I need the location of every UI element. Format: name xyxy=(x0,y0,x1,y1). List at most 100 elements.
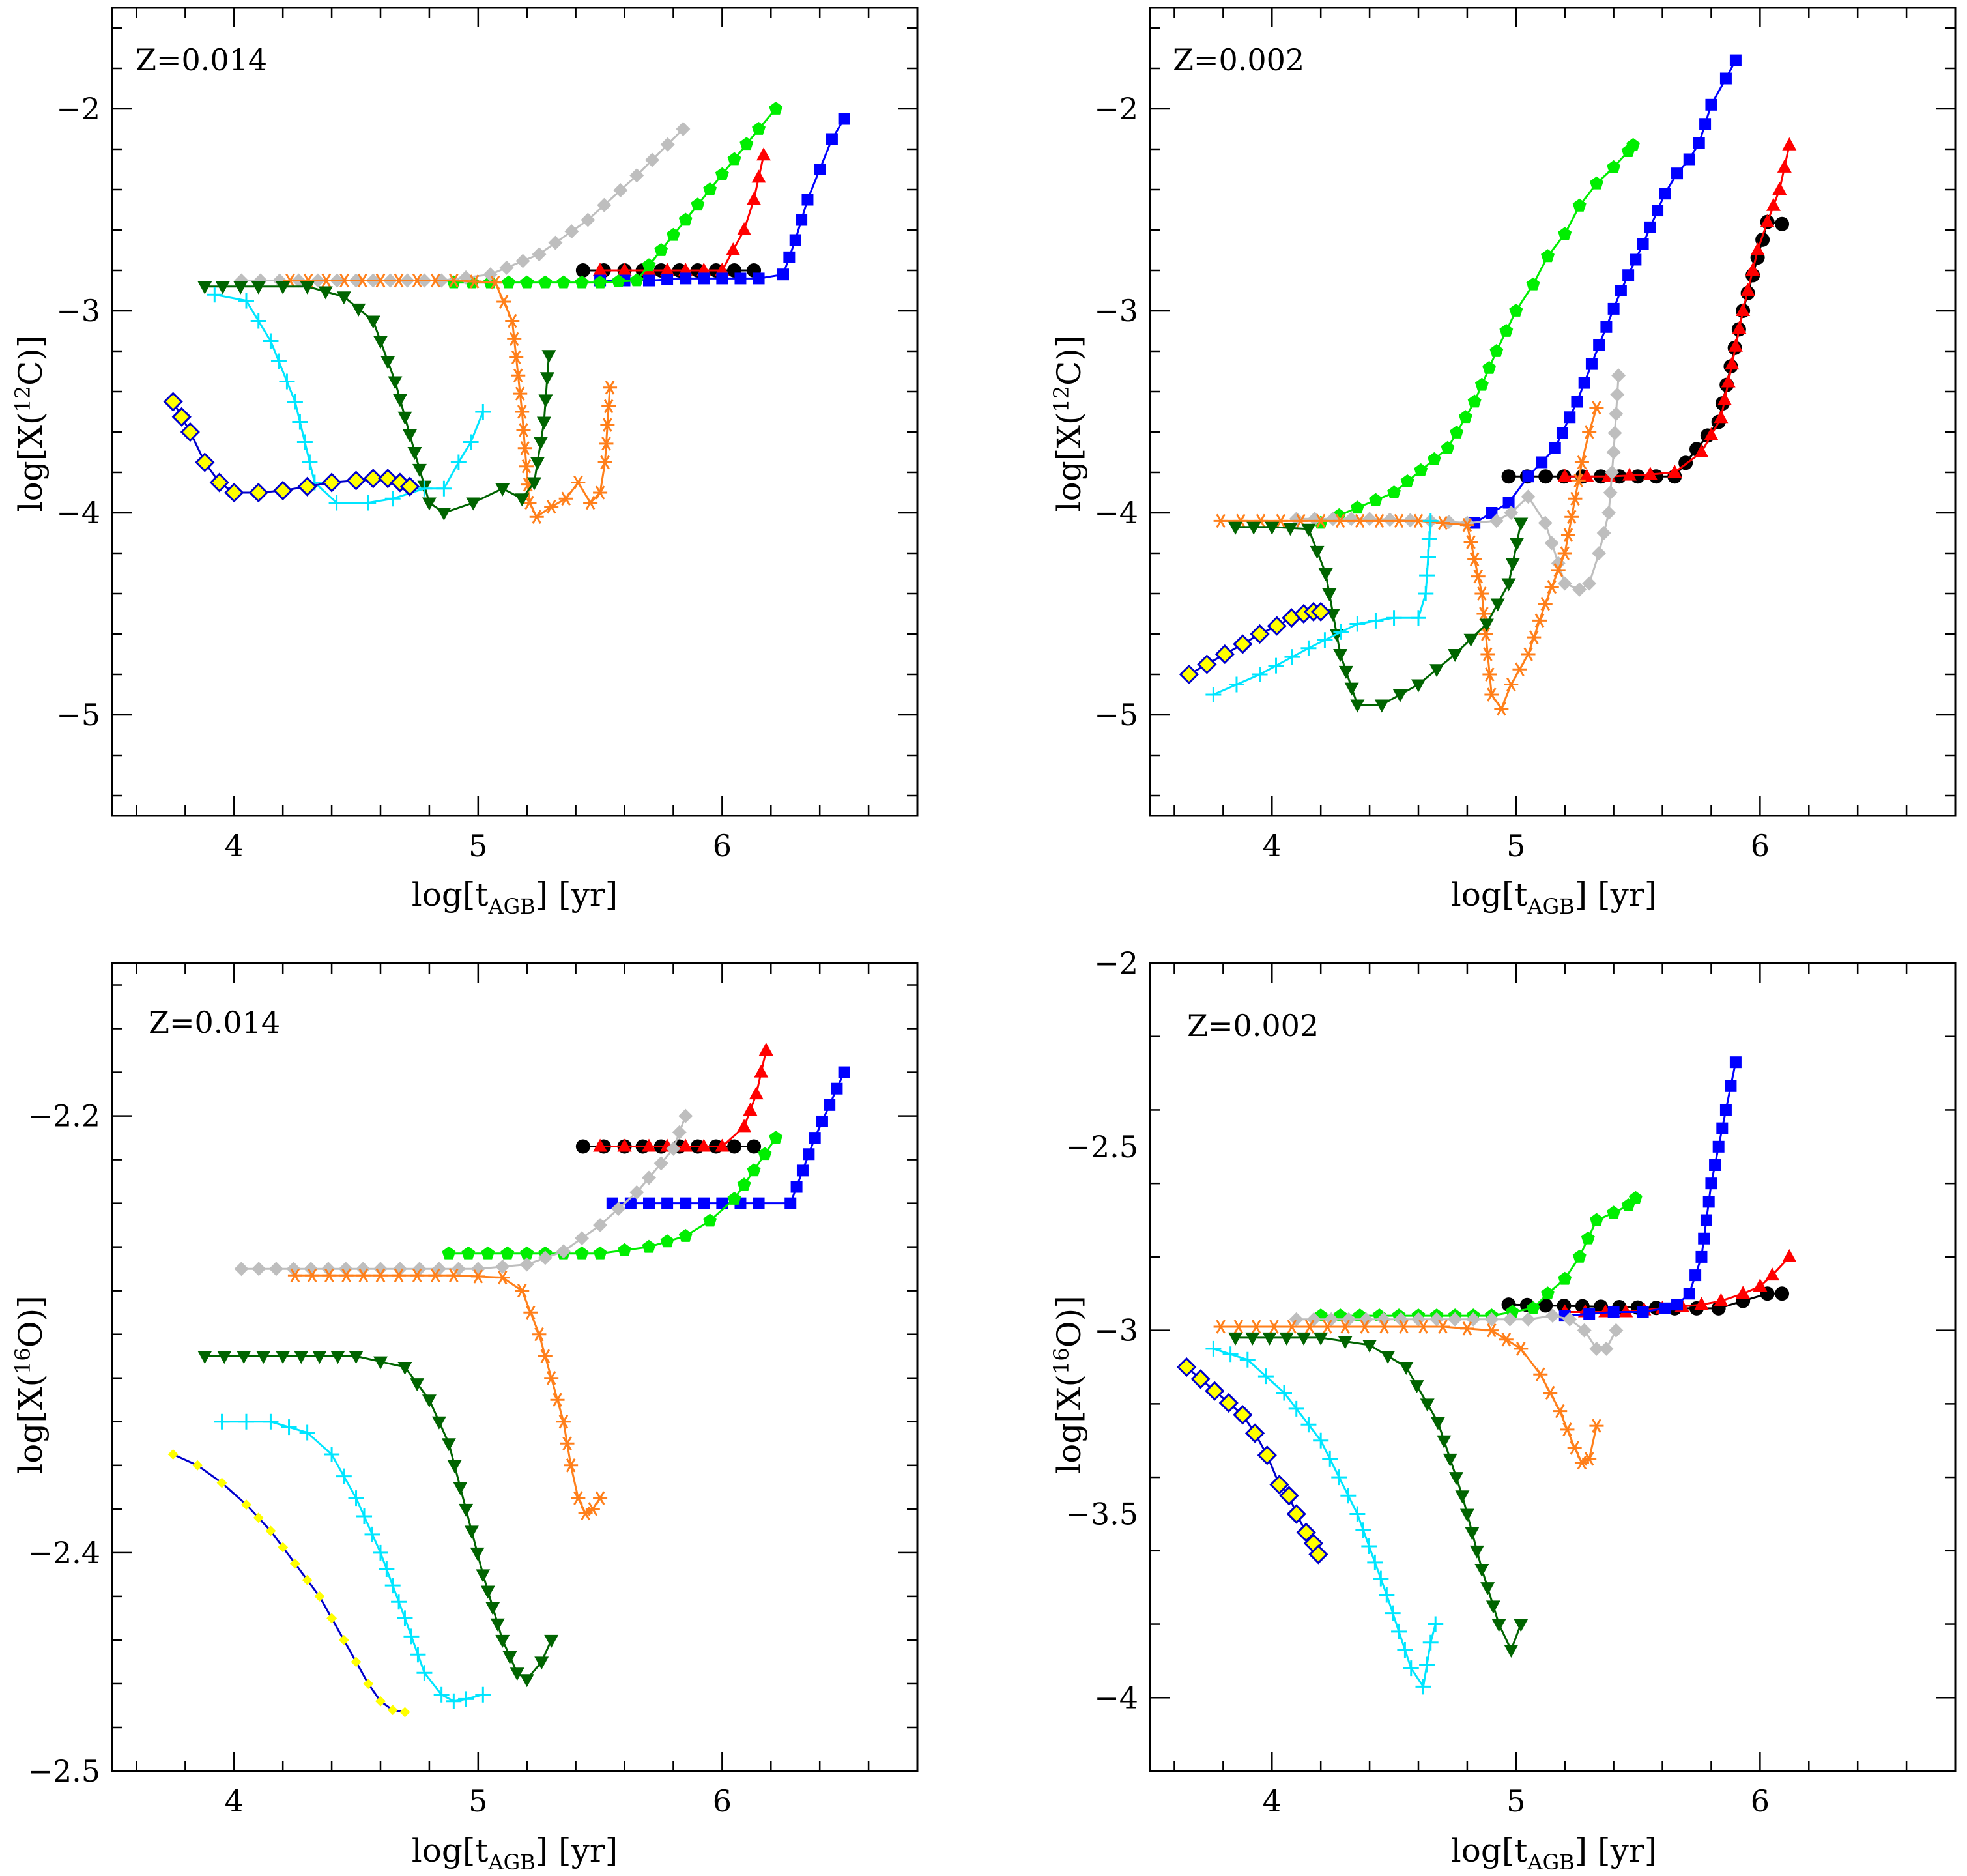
point-cyan xyxy=(403,1628,420,1645)
point-cyan xyxy=(433,1686,450,1703)
point-orange xyxy=(1560,1422,1575,1437)
point-darkgreen xyxy=(312,1351,327,1364)
point-orange xyxy=(1512,662,1527,677)
point-yellow xyxy=(273,480,293,501)
point-blue xyxy=(824,1099,836,1111)
point-cyan xyxy=(450,454,467,470)
point-yellow xyxy=(1179,664,1199,685)
point-yellow xyxy=(216,1477,227,1488)
point-darkgreen xyxy=(1338,665,1353,679)
point-green xyxy=(481,1246,495,1260)
point-green xyxy=(520,275,534,289)
point-yellow xyxy=(278,1542,289,1553)
series-group xyxy=(163,102,850,524)
y-tick-label: −3.5 xyxy=(1065,1496,1138,1531)
point-cyan xyxy=(1367,1554,1383,1570)
point-darkgreen xyxy=(1514,517,1529,531)
series-cyan xyxy=(214,1413,491,1709)
point-darkgreen xyxy=(1411,679,1426,693)
point-yellow xyxy=(326,1613,337,1624)
point-orange xyxy=(505,313,520,328)
point-darkgreen xyxy=(392,394,407,407)
point-cyan xyxy=(279,373,295,390)
point-cyan xyxy=(1411,610,1426,626)
point-orange xyxy=(603,381,618,395)
series-green xyxy=(446,102,783,289)
point-red xyxy=(1622,467,1637,481)
point-green xyxy=(1368,493,1383,506)
point-darkgreen xyxy=(1392,689,1407,702)
point-orange xyxy=(1514,1342,1529,1356)
point-cyan xyxy=(1373,1570,1389,1587)
point-darkgreen xyxy=(318,286,333,300)
y-tick-label: −4 xyxy=(56,495,100,530)
y-tick-label: −2.4 xyxy=(27,1535,100,1570)
point-grey xyxy=(575,1231,589,1246)
point-green xyxy=(666,227,680,241)
point-darkgreen xyxy=(351,303,366,317)
point-blue xyxy=(1652,205,1664,217)
point-yellow xyxy=(1233,634,1253,654)
point-red xyxy=(1753,1278,1768,1292)
point-red xyxy=(1750,242,1765,255)
point-blue xyxy=(1630,253,1642,266)
point-cyan xyxy=(1239,1351,1256,1368)
point-grey xyxy=(1394,1312,1409,1327)
point-green xyxy=(502,275,516,289)
point-orange xyxy=(509,350,524,365)
point-red xyxy=(1760,214,1775,227)
point-blue xyxy=(790,1181,803,1193)
point-grey xyxy=(653,1156,668,1171)
point-yellow xyxy=(387,1705,398,1716)
series-orange xyxy=(1213,1320,1604,1470)
point-orange xyxy=(1459,517,1474,532)
point-darkgreen xyxy=(397,411,412,425)
series-group xyxy=(167,1043,850,1718)
point-cyan xyxy=(384,1578,401,1594)
point-darkgreen xyxy=(1409,1380,1424,1394)
point-darkgreen xyxy=(366,315,380,329)
point-green xyxy=(1450,426,1464,439)
point-darkgreen xyxy=(373,336,388,349)
point-darkgreen xyxy=(541,350,556,364)
point-green xyxy=(727,1191,741,1205)
plot-frame xyxy=(111,7,919,817)
point-cyan xyxy=(1422,1634,1439,1651)
y-tick-label: −3 xyxy=(1094,293,1138,328)
y-tick-label: −4 xyxy=(1094,1680,1138,1715)
series-grey xyxy=(1289,1308,1624,1356)
point-grey xyxy=(1606,445,1621,459)
point-darkgreen xyxy=(1246,521,1261,535)
x-tick-label: 4 xyxy=(1263,828,1282,863)
point-orange xyxy=(1302,1320,1317,1334)
point-yellow xyxy=(314,1591,325,1602)
point-orange xyxy=(544,1370,559,1385)
point-orange xyxy=(1564,510,1579,524)
point-yellow xyxy=(1296,1522,1316,1542)
point-blue xyxy=(661,273,674,285)
point-darkgreen xyxy=(1490,598,1505,612)
y-tick-label: −2 xyxy=(1094,945,1138,981)
point-red xyxy=(1667,465,1682,478)
point-yellow xyxy=(363,469,383,489)
point-blue xyxy=(1683,153,1695,166)
panel-label: Z=0.014 xyxy=(149,1005,280,1040)
point-orange xyxy=(495,1270,510,1285)
series-yellow xyxy=(1177,1357,1328,1565)
point-darkgreen xyxy=(526,477,541,491)
point-grey xyxy=(597,197,612,212)
point-black xyxy=(575,1139,590,1154)
point-blue xyxy=(1637,1306,1649,1318)
point-orange xyxy=(556,1415,571,1429)
point-yellow xyxy=(351,1656,362,1667)
point-orange xyxy=(1560,528,1575,542)
point-green xyxy=(593,1246,607,1260)
point-orange xyxy=(1213,1320,1228,1334)
y-tick-label: −3 xyxy=(1094,1313,1138,1348)
point-grey xyxy=(613,183,628,198)
point-grey xyxy=(1545,1308,1560,1323)
point-blue xyxy=(1556,427,1568,439)
point-orange xyxy=(1474,586,1489,601)
point-orange xyxy=(355,273,370,288)
point-darkgreen xyxy=(1443,1453,1457,1467)
